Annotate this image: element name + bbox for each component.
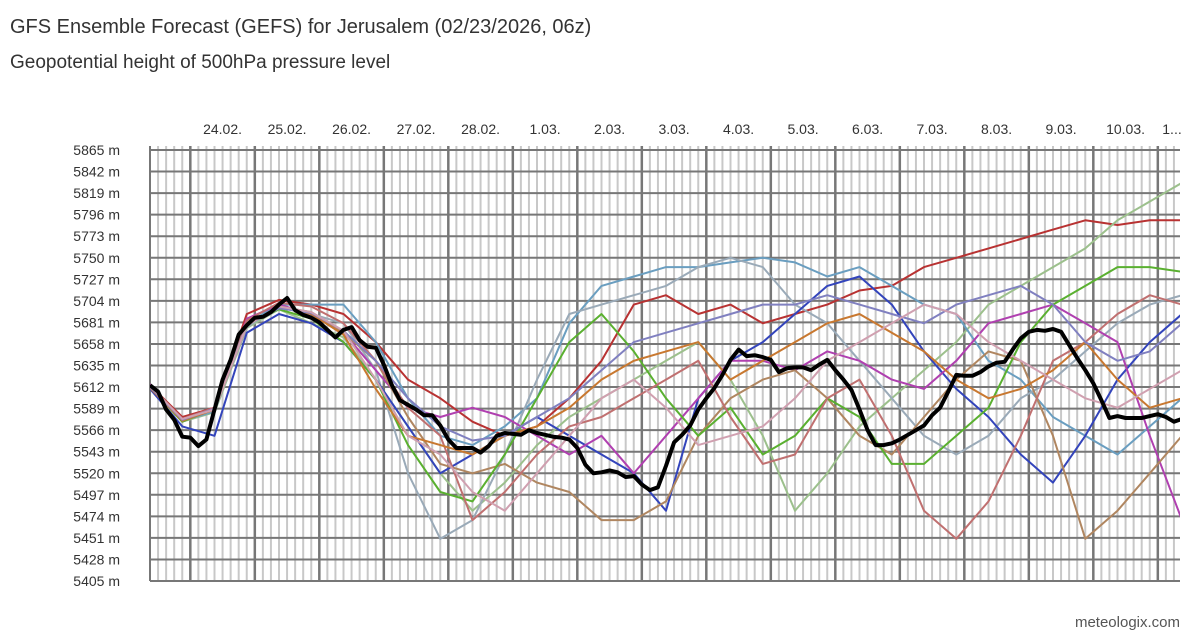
x-tick-label: 1.03. <box>529 121 560 137</box>
y-tick-label: 5474 m <box>73 508 120 524</box>
y-tick-label: 5543 m <box>73 444 120 460</box>
grid <box>149 146 1180 582</box>
x-tick-label: 10.03. <box>1106 121 1145 137</box>
y-tick-label: 5681 m <box>73 314 120 330</box>
ensemble-member-line <box>150 182 1180 512</box>
y-tick-label: 5865 m <box>73 142 120 158</box>
y-tick-label: 5635 m <box>73 358 120 374</box>
y-tick-label: 5704 m <box>73 293 120 309</box>
y-tick-label: 5405 m <box>73 573 120 589</box>
control-run-line <box>150 296 1180 493</box>
y-tick-label: 5842 m <box>73 164 120 180</box>
y-tick-label: 5658 m <box>73 336 120 352</box>
ensemble-member-line <box>150 219 1180 437</box>
ensemble-member-line <box>150 275 1180 512</box>
x-tick-label: 6.03. <box>852 121 883 137</box>
ensemble-member-line <box>150 256 1180 540</box>
y-tick-label: 5451 m <box>73 530 120 546</box>
x-tick-label: 5.03. <box>787 121 818 137</box>
x-tick-label: 26.02. <box>332 121 371 137</box>
ensemble-member-line <box>150 256 1180 456</box>
x-tick-label: 1... <box>1162 121 1181 137</box>
x-tick-label: 3.03. <box>658 121 689 137</box>
y-tick-label: 5497 m <box>73 487 120 503</box>
ensemble-member-line <box>150 306 1180 456</box>
x-tick-label: 8.03. <box>981 121 1012 137</box>
x-tick-label: 24.02. <box>203 121 242 137</box>
x-tick-label: 27.02. <box>397 121 436 137</box>
x-tick-label: 7.03. <box>916 121 947 137</box>
x-tick-label: 28.02. <box>461 121 500 137</box>
y-tick-label: 5773 m <box>73 228 120 244</box>
y-tick-label: 5727 m <box>73 271 120 287</box>
chart-subtitle: Geopotential height of 500hPa pressure l… <box>10 52 391 73</box>
source-credit[interactable]: meteologix.com <box>1074 614 1180 631</box>
x-tick-label: 25.02. <box>268 121 307 137</box>
y-tick-label: 5612 m <box>73 379 120 395</box>
y-tick-label: 5796 m <box>73 207 120 223</box>
y-tick-label: 5428 m <box>73 551 120 567</box>
y-tick-label: 5566 m <box>73 422 120 438</box>
x-tick-label: 4.03. <box>723 121 754 137</box>
ensemble-member-line <box>150 294 1180 540</box>
x-tick-label: 2.03. <box>594 121 625 137</box>
y-tick-label: 5750 m <box>73 250 120 266</box>
y-tick-label: 5520 m <box>73 465 120 481</box>
chart-title: GFS Ensemble Forecast (GEFS) for Jerusal… <box>10 16 592 38</box>
x-tick-label: 9.03. <box>1045 121 1076 137</box>
y-tick-label: 5589 m <box>73 401 120 417</box>
y-tick-label: 5819 m <box>73 185 120 201</box>
